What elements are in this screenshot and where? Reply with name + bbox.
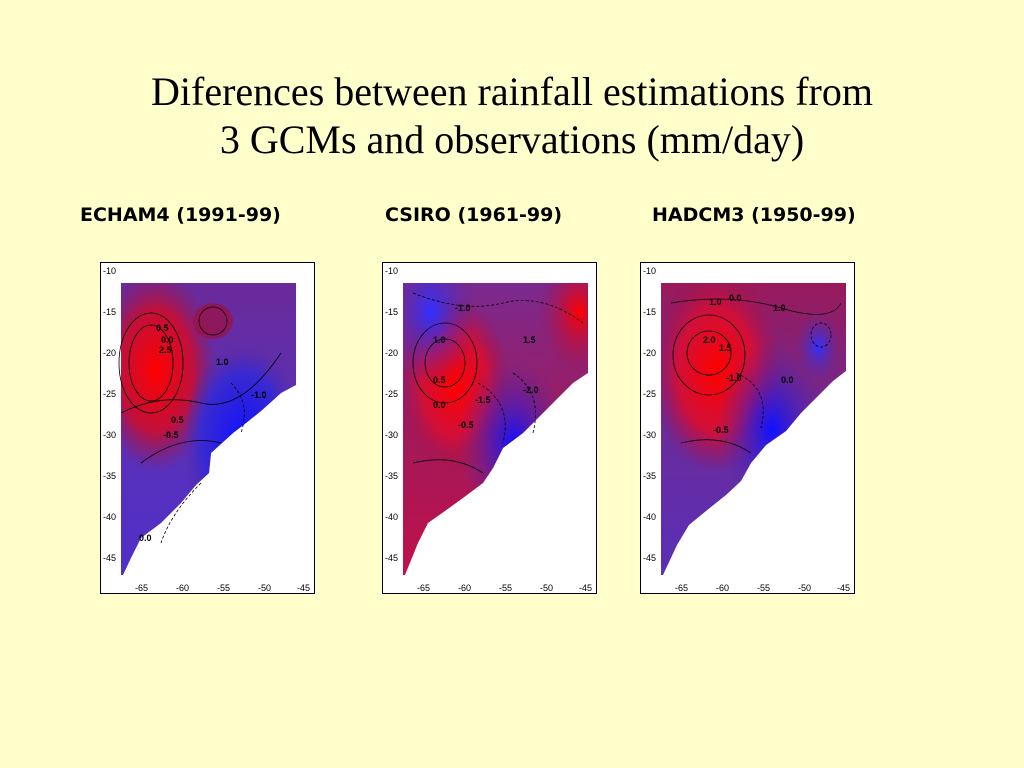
lon-tick: -60 (716, 583, 729, 593)
lat-tick: -25 (643, 389, 656, 399)
lat-tick: -40 (643, 512, 656, 522)
map-panel-hadcm3: 1.0 0.0 2.0 1.5 1.0 -1.0 0.0 -0.5 -10 -1… (640, 262, 855, 594)
contour-label: -1.0 (455, 303, 471, 313)
lat-ticks-echam4: -10 -15 -20 -25 -30 -35 -40 -45 (103, 266, 116, 563)
lon-ticks-csiro: -65 -60 -55 -50 -45 (417, 583, 592, 593)
contours-hadcm3 (670, 298, 842, 454)
title-line-2: 3 GCMs and observations (mm/day) (219, 117, 805, 162)
contour-label: 2.0 (703, 335, 716, 345)
contour-label: -0.5 (458, 420, 474, 430)
lon-tick: -50 (258, 583, 271, 593)
contour-label: -0.5 (713, 425, 729, 435)
contour-label: 1.5 (719, 343, 732, 353)
lat-tick: -35 (385, 471, 398, 481)
lat-tick: -30 (103, 430, 116, 440)
panel-label-echam4: ECHAM4 (1991-99) (80, 204, 281, 226)
map-svg-echam4: 0.5 2.5 1.0 -1.0 -0.5 0.0 -10 -15 -20 -2… (103, 266, 310, 593)
lon-tick: -55 (499, 583, 512, 593)
lat-tick: -45 (103, 553, 116, 563)
lat-ticks-csiro: -10 -15 -20 -25 -30 -35 -40 -45 (385, 266, 398, 563)
title-line-1: Diferences between rainfall estimations … (151, 69, 873, 114)
contour-label: 0.5 (171, 415, 184, 425)
lat-tick: -20 (385, 348, 398, 358)
contour-label: 1.0 (773, 303, 786, 313)
contour-label: -1.5 (475, 395, 491, 405)
panel-label-hadcm3: HADCM3 (1950-99) (652, 204, 856, 226)
contour-label: -1.0 (726, 373, 742, 383)
lat-ticks-hadcm3: -10 -15 -20 -25 -30 -35 -40 -45 (643, 266, 656, 563)
lon-tick: -60 (176, 583, 189, 593)
lat-tick: -15 (643, 307, 656, 317)
contour-label: 1.0 (709, 297, 722, 307)
lat-tick: -25 (103, 389, 116, 399)
contours-echam4 (118, 306, 282, 544)
lon-tick: -45 (297, 583, 310, 593)
lon-tick: -50 (540, 583, 553, 593)
contour-label: 0.0 (139, 533, 152, 543)
contour-label: 1.5 (523, 335, 536, 345)
lat-tick: -40 (103, 512, 116, 522)
slide-title: Diferences between rainfall estimations … (0, 68, 1024, 164)
map-svg-hadcm3: 1.0 0.0 2.0 1.5 1.0 -1.0 0.0 -0.5 -10 -1… (643, 266, 850, 593)
lat-tick: -20 (103, 348, 116, 358)
lat-tick: -25 (385, 389, 398, 399)
contour-label: -2.0 (523, 385, 539, 395)
lon-ticks-echam4: -65 -60 -55 -50 -45 (135, 583, 310, 593)
lon-tick: -55 (757, 583, 770, 593)
lat-tick: -10 (643, 266, 656, 276)
lat-tick: -15 (385, 307, 398, 317)
contour-label: 0.0 (729, 293, 742, 303)
lon-tick: -45 (579, 583, 592, 593)
lat-tick: -20 (643, 348, 656, 358)
contour-label: -0.5 (163, 430, 179, 440)
lon-tick: -55 (217, 583, 230, 593)
lat-tick: -30 (643, 430, 656, 440)
lat-tick: -45 (385, 553, 398, 563)
lon-tick: -45 (837, 583, 850, 593)
contour-label: 0.0 (161, 335, 174, 345)
lat-tick: -10 (103, 266, 116, 276)
contour-label: 0.5 (156, 323, 169, 333)
lat-tick: -35 (103, 471, 116, 481)
lat-tick: -45 (643, 553, 656, 563)
land-field-echam4 (121, 283, 296, 575)
contour-label: 0.0 (781, 375, 794, 385)
lon-tick: -60 (458, 583, 471, 593)
lon-ticks-hadcm3: -65 -60 -55 -50 -45 (675, 583, 850, 593)
contours-csiro (412, 292, 584, 474)
contour-label: -1.0 (251, 390, 267, 400)
contour-label: 0.5 (433, 375, 446, 385)
land-field-hadcm3 (661, 283, 846, 575)
contour-label: 2.5 (159, 345, 172, 355)
lat-tick: -35 (643, 471, 656, 481)
contour-label: 0.0 (433, 400, 446, 410)
panel-label-csiro: CSIRO (1961-99) (385, 204, 563, 226)
lon-tick: -65 (417, 583, 430, 593)
lat-tick: -10 (385, 266, 398, 276)
map-svg-csiro: -1.0 1.0 0.5 0.0 -1.5 -2.0 -0.5 1.5 -10 … (385, 266, 592, 593)
lat-tick: -15 (103, 307, 116, 317)
lon-tick: -50 (798, 583, 811, 593)
lon-tick: -65 (135, 583, 148, 593)
contour-label: 1.0 (216, 357, 229, 367)
land-field-csiro (403, 283, 588, 575)
map-panel-echam4: 0.5 2.5 1.0 -1.0 -0.5 0.0 -10 -15 -20 -2… (100, 262, 315, 594)
lon-tick: -65 (675, 583, 688, 593)
lat-tick: -40 (385, 512, 398, 522)
lat-tick: -30 (385, 430, 398, 440)
map-panel-csiro: -1.0 1.0 0.5 0.0 -1.5 -2.0 -0.5 1.5 -10 … (382, 262, 597, 594)
contour-label: 1.0 (433, 335, 446, 345)
